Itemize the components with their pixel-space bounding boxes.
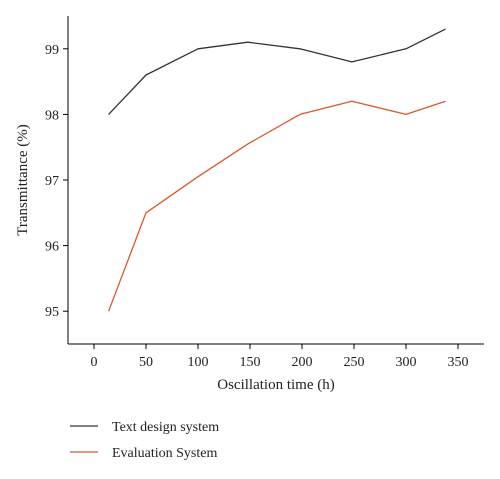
- y-tick-label: 95: [45, 305, 59, 320]
- x-tick-label: 150: [240, 355, 261, 370]
- x-axis-label: Oscillation time (h): [217, 377, 334, 393]
- y-tick-label: 96: [45, 240, 59, 255]
- legend-label-evaluation-system: Evaluation System: [112, 446, 217, 461]
- x-tick-label: 350: [448, 355, 469, 370]
- legend: Text design system Evaluation System: [70, 420, 219, 461]
- series-line-text-design-system: [108, 28, 446, 115]
- y-ticks: 95 96 97 98 99: [45, 43, 68, 320]
- x-tick-label: 250: [344, 355, 365, 370]
- x-tick-label: 300: [396, 355, 417, 370]
- series-group: [107, 28, 446, 312]
- x-tick-label: 50: [139, 355, 153, 370]
- y-tick-label: 97: [45, 174, 59, 189]
- y-tick-label: 99: [45, 43, 59, 58]
- series-line-evaluation-system: [107, 100, 446, 312]
- legend-label-text-design-system: Text design system: [112, 420, 219, 435]
- y-tick-label: 98: [45, 108, 59, 123]
- x-tick-label: 200: [292, 355, 313, 370]
- y-axis-label: Transmittance (%): [15, 124, 31, 236]
- plot-axes: [67, 16, 484, 345]
- x-tick-label: 0: [91, 355, 98, 370]
- x-tick-label: 100: [188, 355, 209, 370]
- x-ticks: 0 50 100 150 200 250 300 350: [91, 344, 469, 370]
